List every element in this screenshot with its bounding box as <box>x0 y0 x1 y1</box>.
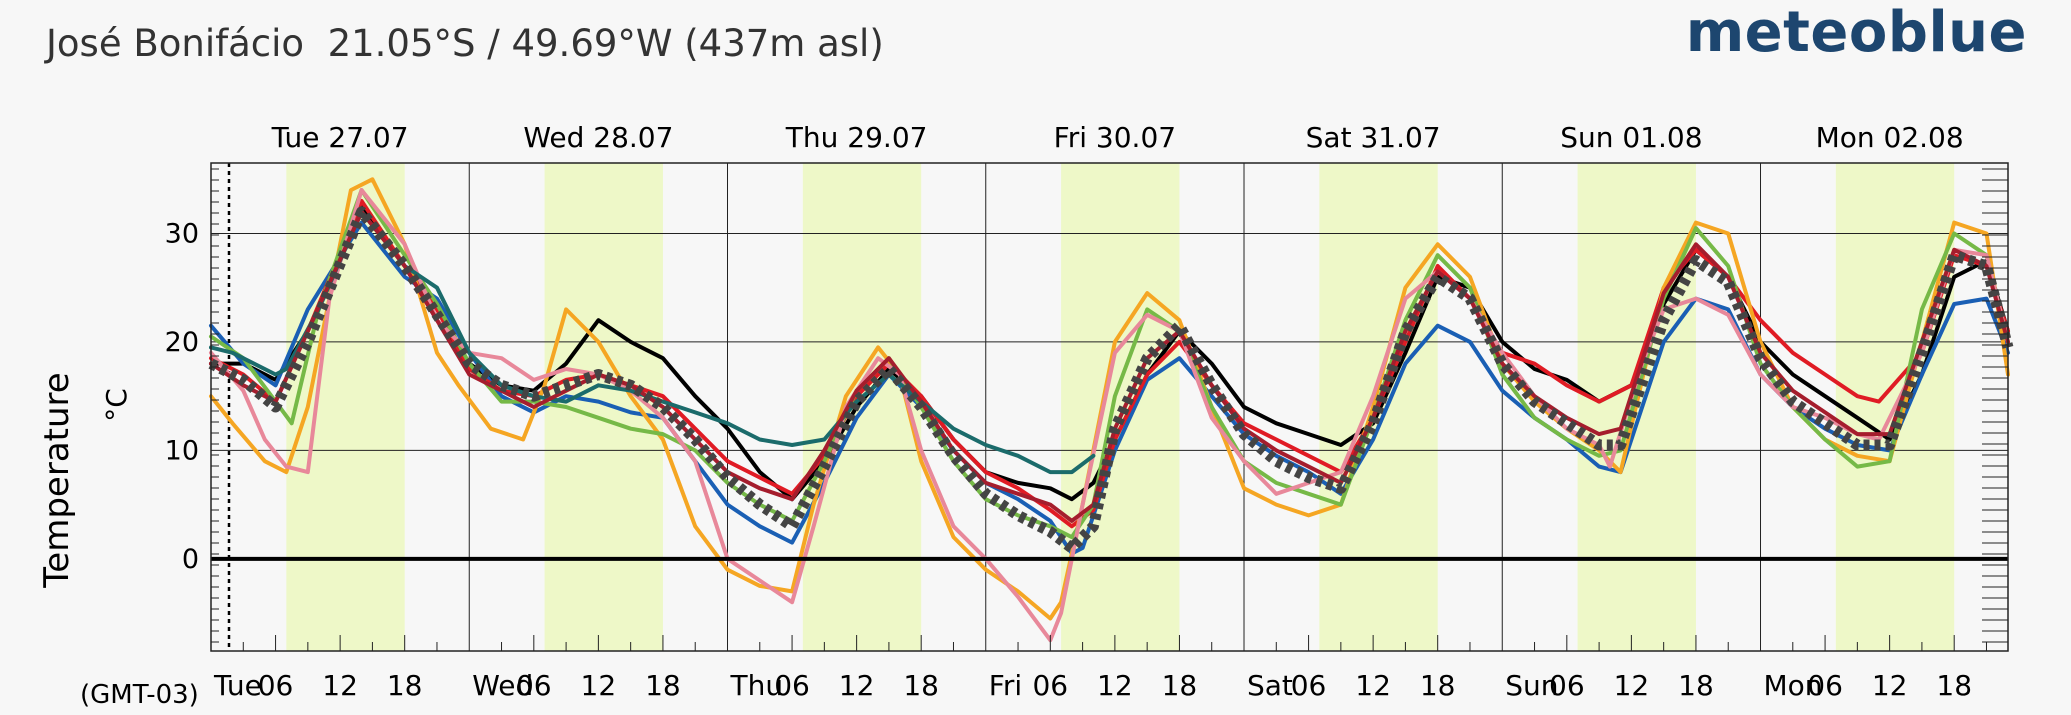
day-short-label: Thu <box>730 669 784 702</box>
hour-label: 06 <box>1549 669 1585 702</box>
ensemble-line <box>209 188 2010 643</box>
day-short-label: Mon <box>1764 669 1823 702</box>
mean-series <box>208 206 2014 554</box>
day-header: Tue 27.07 <box>271 121 409 154</box>
hour-label: 12 <box>839 669 875 702</box>
hour-label: 06 <box>258 669 294 702</box>
hour-label: 12 <box>1355 669 1391 702</box>
day-short-label: Sat <box>1247 669 1293 702</box>
ensemble-line <box>209 177 2010 621</box>
y-tick-label: 10 <box>165 435 199 466</box>
daylight-band <box>802 163 922 651</box>
hour-label: 12 <box>322 669 358 702</box>
y-axis-unit: °C <box>100 388 133 422</box>
hour-label: 06 <box>1291 669 1327 702</box>
day-short-label: Fri <box>989 669 1022 702</box>
day-header: Thu 29.07 <box>785 121 928 154</box>
location-title: José Bonifácio 21.05°S / 49.69°W (437m a… <box>46 22 884 65</box>
hour-label: 06 <box>1807 669 1843 702</box>
hour-label: 18 <box>1162 669 1198 702</box>
day-header: Mon 02.08 <box>1816 121 1964 154</box>
y-axis-title: Temperature <box>37 372 77 588</box>
timezone-label: (GMT-03) <box>80 680 199 710</box>
y-tick-label: 20 <box>165 327 199 358</box>
hour-label: 12 <box>581 669 617 702</box>
hour-label: 18 <box>903 669 939 702</box>
hour-label: 06 <box>516 669 552 702</box>
day-short-label: Sun <box>1505 669 1558 702</box>
hour-label: 18 <box>1420 669 1456 702</box>
hour-label: 12 <box>1614 669 1650 702</box>
day-header: Fri 30.07 <box>1054 121 1176 154</box>
axes <box>210 162 2009 652</box>
hour-label: 18 <box>1678 669 1714 702</box>
day-header: Sun 01.08 <box>1560 121 1702 154</box>
day-short-label: Tue <box>213 669 262 702</box>
day-short-label: Wed <box>472 669 533 702</box>
hour-label: 18 <box>1936 669 1972 702</box>
hour-label: 12 <box>1872 669 1908 702</box>
meteoblue-logo[interactable]: meteoblue <box>1685 0 2027 65</box>
hour-label: 06 <box>774 669 810 702</box>
ensemble-line <box>209 188 2010 540</box>
day-header: Sat 31.07 <box>1306 121 1441 154</box>
mean-line <box>208 206 2014 554</box>
axis-labels: 0 10 20 30 Temperature °C Tue 27.07 Wed 28.07 Th… <box>37 121 1972 710</box>
y-tick-label: 30 <box>165 218 199 249</box>
plot-frame <box>210 162 2009 652</box>
y-tick-label: 0 <box>182 544 199 575</box>
hour-label: 06 <box>1032 669 1068 702</box>
hour-label: 18 <box>645 669 681 702</box>
day-header: Wed 28.07 <box>523 121 673 154</box>
hour-label: 12 <box>1097 669 1133 702</box>
hour-label: 18 <box>387 669 423 702</box>
